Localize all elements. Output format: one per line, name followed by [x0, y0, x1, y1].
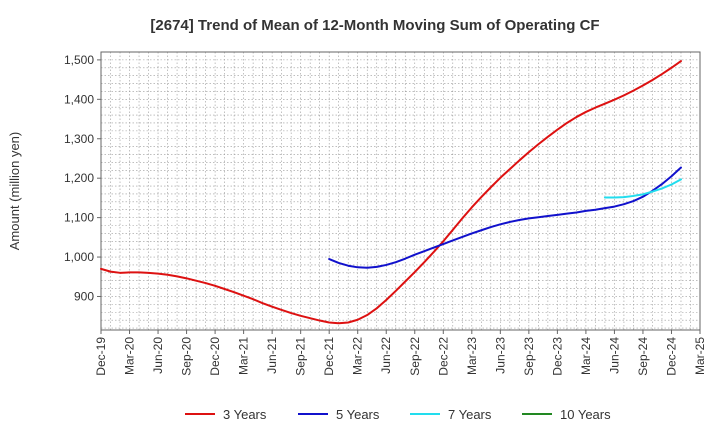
x-tick-label: Mar-24	[579, 337, 593, 375]
x-tick-label: Dec-23	[550, 337, 564, 376]
x-tick-label: Mar-20	[123, 337, 137, 375]
legend: 3 Years 5 Years 7 Years 10 Years	[185, 407, 611, 422]
x-tick-label: Dec-19	[94, 337, 108, 376]
x-tick-label: Dec-20	[208, 337, 222, 376]
x-tick-label: Dec-21	[322, 337, 336, 376]
x-tick-label: Mar-23	[465, 337, 479, 375]
x-tick-label: Jun-22	[379, 337, 393, 374]
y-tick-label: 1,300	[64, 132, 94, 146]
y-axis: 900 1,000 1,100 1,200 1,300 1,400 1,500	[64, 53, 101, 303]
y-tick-label: 900	[74, 289, 94, 303]
x-tick-label: Mar-21	[237, 337, 251, 375]
series-line-7-years	[603, 178, 682, 199]
x-tick-label: Dec-22	[436, 337, 450, 376]
chart-title: [2674] Trend of Mean of 12-Month Moving …	[150, 17, 599, 34]
series-group	[100, 60, 682, 325]
plot-background	[101, 52, 700, 330]
y-tick-label: 1,500	[64, 53, 94, 67]
x-tick-label: Jun-20	[151, 337, 165, 374]
y-tick-label: 1,000	[64, 250, 94, 264]
x-axis: Dec-19 Mar-20 Jun-20 Sep-20 Dec-20 Mar-21 Jun-…	[94, 330, 707, 376]
legend-label-5-years: 5 Years	[336, 407, 380, 422]
x-tick-label: Sep-20	[180, 337, 194, 376]
y-axis-label: Amount (million yen)	[7, 132, 22, 251]
series-line-3-years	[100, 60, 682, 325]
legend-label-10-years: 10 Years	[560, 407, 611, 422]
x-tick-label: Mar-22	[351, 337, 365, 375]
x-tick-label: Jun-23	[493, 337, 507, 374]
plot-area	[100, 51, 701, 331]
legend-label-3-years: 3 Years	[223, 407, 267, 422]
y-tick-label: 1,100	[64, 211, 94, 225]
y-tick-label: 1,200	[64, 171, 94, 185]
x-tick-label: Sep-22	[408, 337, 422, 376]
x-tick-label: Dec-24	[664, 337, 678, 376]
x-tick-label: Sep-24	[636, 337, 650, 376]
x-tick-label: Jun-24	[607, 337, 621, 374]
legend-label-7-years: 7 Years	[448, 407, 492, 422]
x-tick-label: Sep-21	[294, 337, 308, 376]
y-tick-label: 1,400	[64, 92, 94, 106]
x-tick-label: Mar-25	[693, 337, 707, 375]
series-line-5-years	[328, 166, 682, 269]
x-tick-label: Jun-21	[265, 337, 279, 374]
plot-border	[100, 51, 701, 331]
x-tick-label: Sep-23	[522, 337, 536, 376]
